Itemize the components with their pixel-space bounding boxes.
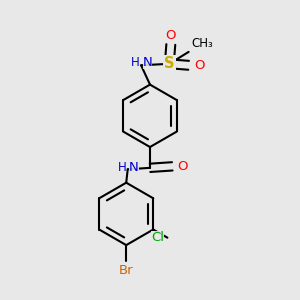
Text: Cl: Cl	[152, 231, 164, 244]
Text: H: H	[118, 161, 126, 174]
Text: N: N	[129, 161, 139, 174]
Text: O: O	[194, 59, 205, 72]
Text: S: S	[164, 56, 175, 71]
Text: N: N	[142, 56, 152, 69]
Text: O: O	[166, 29, 176, 42]
Text: CH₃: CH₃	[191, 38, 213, 50]
Text: Br: Br	[119, 264, 134, 278]
Text: O: O	[178, 160, 188, 173]
Text: H: H	[131, 56, 140, 69]
